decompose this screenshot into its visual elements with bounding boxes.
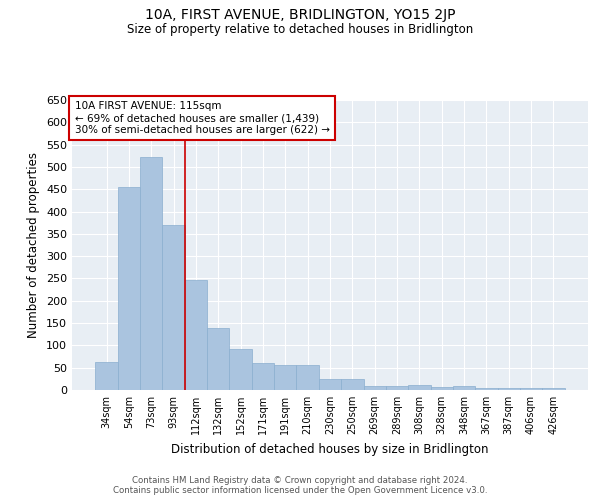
- Bar: [408, 384, 431, 390]
- Bar: [163, 225, 185, 390]
- Bar: [229, 348, 252, 390]
- Bar: [453, 386, 475, 390]
- Text: 10A, FIRST AVENUE, BRIDLINGTON, YO15 2JP: 10A, FIRST AVENUE, BRIDLINGTON, YO15 2JP: [145, 8, 455, 22]
- Bar: [95, 362, 118, 390]
- Bar: [520, 388, 542, 390]
- Text: Contains HM Land Registry data © Crown copyright and database right 2024.
Contai: Contains HM Land Registry data © Crown c…: [113, 476, 487, 495]
- Bar: [296, 366, 319, 390]
- X-axis label: Distribution of detached houses by size in Bridlington: Distribution of detached houses by size …: [171, 442, 489, 456]
- Bar: [364, 386, 386, 390]
- Bar: [274, 364, 296, 390]
- Bar: [341, 379, 364, 390]
- Bar: [386, 386, 408, 390]
- Bar: [475, 388, 497, 390]
- Bar: [207, 328, 229, 390]
- Bar: [319, 379, 341, 390]
- Y-axis label: Number of detached properties: Number of detached properties: [28, 152, 40, 338]
- Bar: [252, 363, 274, 390]
- Bar: [118, 187, 140, 390]
- Bar: [542, 388, 565, 390]
- Bar: [140, 157, 163, 390]
- Bar: [431, 387, 453, 390]
- Bar: [185, 280, 207, 390]
- Text: Size of property relative to detached houses in Bridlington: Size of property relative to detached ho…: [127, 22, 473, 36]
- Text: 10A FIRST AVENUE: 115sqm
← 69% of detached houses are smaller (1,439)
30% of sem: 10A FIRST AVENUE: 115sqm ← 69% of detach…: [74, 102, 329, 134]
- Bar: [497, 388, 520, 390]
